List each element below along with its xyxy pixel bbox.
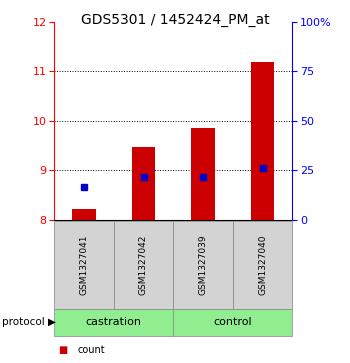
Text: ■: ■: [58, 345, 67, 355]
Text: GSM1327041: GSM1327041: [79, 235, 89, 295]
Bar: [251, 62, 274, 220]
Text: control: control: [214, 317, 252, 327]
Text: protocol ▶: protocol ▶: [2, 317, 56, 327]
Bar: [132, 147, 155, 220]
Text: GSM1327039: GSM1327039: [198, 234, 208, 295]
Text: castration: castration: [86, 317, 142, 327]
Text: GSM1327040: GSM1327040: [258, 235, 267, 295]
Text: GSM1327042: GSM1327042: [139, 235, 148, 295]
Text: count: count: [77, 345, 105, 355]
Bar: [191, 128, 215, 220]
Bar: [72, 209, 96, 220]
Text: GDS5301 / 1452424_PM_at: GDS5301 / 1452424_PM_at: [81, 13, 269, 27]
